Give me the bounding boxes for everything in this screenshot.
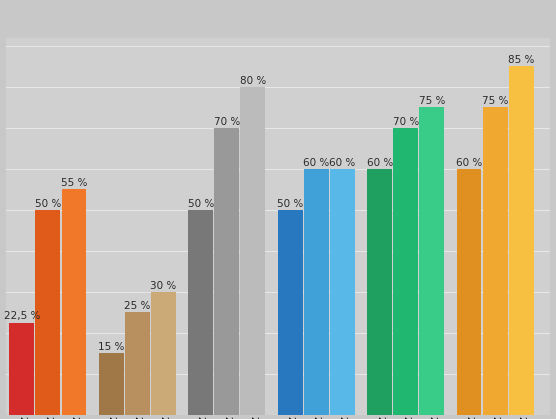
- Bar: [509, 66, 534, 415]
- Text: 80 %: 80 %: [240, 76, 266, 85]
- Bar: [278, 210, 302, 415]
- Bar: [36, 210, 60, 415]
- Bar: [456, 169, 481, 415]
- Bar: [99, 353, 123, 415]
- Text: 75 %: 75 %: [419, 96, 445, 106]
- Text: 50 %: 50 %: [34, 199, 61, 209]
- Text: 60 %: 60 %: [456, 158, 482, 168]
- Bar: [188, 210, 213, 415]
- Bar: [151, 292, 176, 415]
- Text: 50 %: 50 %: [187, 199, 214, 209]
- Text: 60 %: 60 %: [303, 158, 329, 168]
- Text: 75 %: 75 %: [482, 96, 508, 106]
- Bar: [125, 312, 150, 415]
- Bar: [240, 87, 265, 415]
- Bar: [483, 107, 508, 415]
- Text: 60 %: 60 %: [366, 158, 393, 168]
- Bar: [330, 169, 355, 415]
- Bar: [368, 169, 392, 415]
- Text: 30 %: 30 %: [150, 281, 176, 291]
- Bar: [9, 323, 34, 415]
- Bar: [393, 128, 418, 415]
- Text: 50 %: 50 %: [277, 199, 304, 209]
- Text: 70 %: 70 %: [214, 116, 240, 127]
- Text: 60 %: 60 %: [329, 158, 355, 168]
- Bar: [215, 128, 239, 415]
- Text: 85 %: 85 %: [508, 55, 534, 65]
- Text: 25 %: 25 %: [124, 301, 151, 311]
- Bar: [62, 189, 86, 415]
- Text: 15 %: 15 %: [98, 342, 125, 352]
- Text: 22,5 %: 22,5 %: [4, 311, 40, 321]
- Bar: [419, 107, 444, 415]
- Text: 55 %: 55 %: [61, 178, 87, 188]
- Bar: [304, 169, 329, 415]
- Text: 70 %: 70 %: [393, 116, 419, 127]
